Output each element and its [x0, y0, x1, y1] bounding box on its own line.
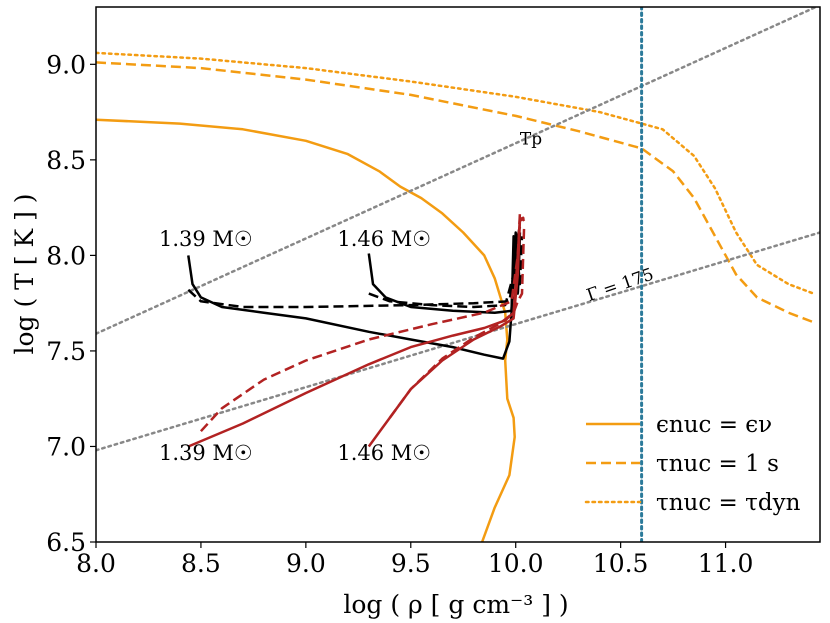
y-tick-label: 8.0 — [46, 241, 86, 270]
series-line-grey-dotted-3 — [96, 7, 819, 335]
annotation-3: 1.46 M☉ — [337, 441, 431, 465]
plot-frame — [95, 6, 821, 543]
annotation-0: 1.39 M☉ — [159, 227, 253, 251]
x-tick-label: 8.5 — [181, 549, 221, 578]
annotation-5: Γ = 175 — [584, 265, 656, 306]
y-tick-label: 7.5 — [46, 337, 86, 366]
y-axis-title: log ( T [ K ] ) — [10, 193, 39, 354]
x-tick-label: 9.5 — [391, 549, 431, 578]
y-tick-label: 8.5 — [46, 146, 86, 175]
series-line-orange-solid-0 — [96, 118, 516, 542]
series-line-orange-dashed-1 — [96, 61, 815, 324]
series-line-black-solid-146-8 — [367, 231, 522, 314]
y-tick-label: 6.5 — [46, 528, 86, 557]
series-line-red-solid-139-10 — [187, 215, 524, 448]
annotations: 1.39 M☉ 1.46 M☉ 1.39 M☉ 1.46 M☉ Tp Γ = 175 — [159, 130, 656, 465]
x-tick-label: 10.5 — [593, 549, 649, 578]
x-tick-label: 8.0 — [76, 549, 116, 578]
y-tick-label: 9.0 — [46, 50, 86, 79]
legend-label-2: τnuc = τdyn — [656, 490, 801, 516]
x-tick-label: 9.0 — [286, 549, 326, 578]
annotation-1: 1.46 M☉ — [337, 227, 431, 251]
plot-lines — [96, 7, 820, 542]
series-line-red-solid-146-12 — [367, 216, 525, 448]
legend: ϵnuc = ϵν τnuc = 1 s τnuc = τdyn — [584, 412, 801, 516]
annotation-2: 1.39 M☉ — [159, 441, 253, 465]
series-line-red-dashed-146-13 — [388, 226, 526, 419]
annotation-4: Tp — [520, 130, 542, 150]
x-axis-title: log ( ρ [ g cm⁻³ ] ) — [343, 590, 568, 619]
x-tick-label: 10.0 — [488, 549, 544, 578]
legend-label-0: ϵnuc = ϵν — [656, 412, 772, 438]
legend-label-1: τnuc = 1 s — [656, 451, 779, 477]
axis-ticks: 8.0 8.5 9.0 9.5 10.0 10.5 11.0 6.5 7.0 7.5 8.0 8.5 9… — [46, 50, 753, 578]
x-tick-label: 11.0 — [698, 549, 754, 578]
series-line-red-dashed-139-11 — [199, 212, 526, 433]
y-tick-label: 7.0 — [46, 432, 86, 461]
series-line-orange-dotted-2 — [96, 51, 815, 295]
